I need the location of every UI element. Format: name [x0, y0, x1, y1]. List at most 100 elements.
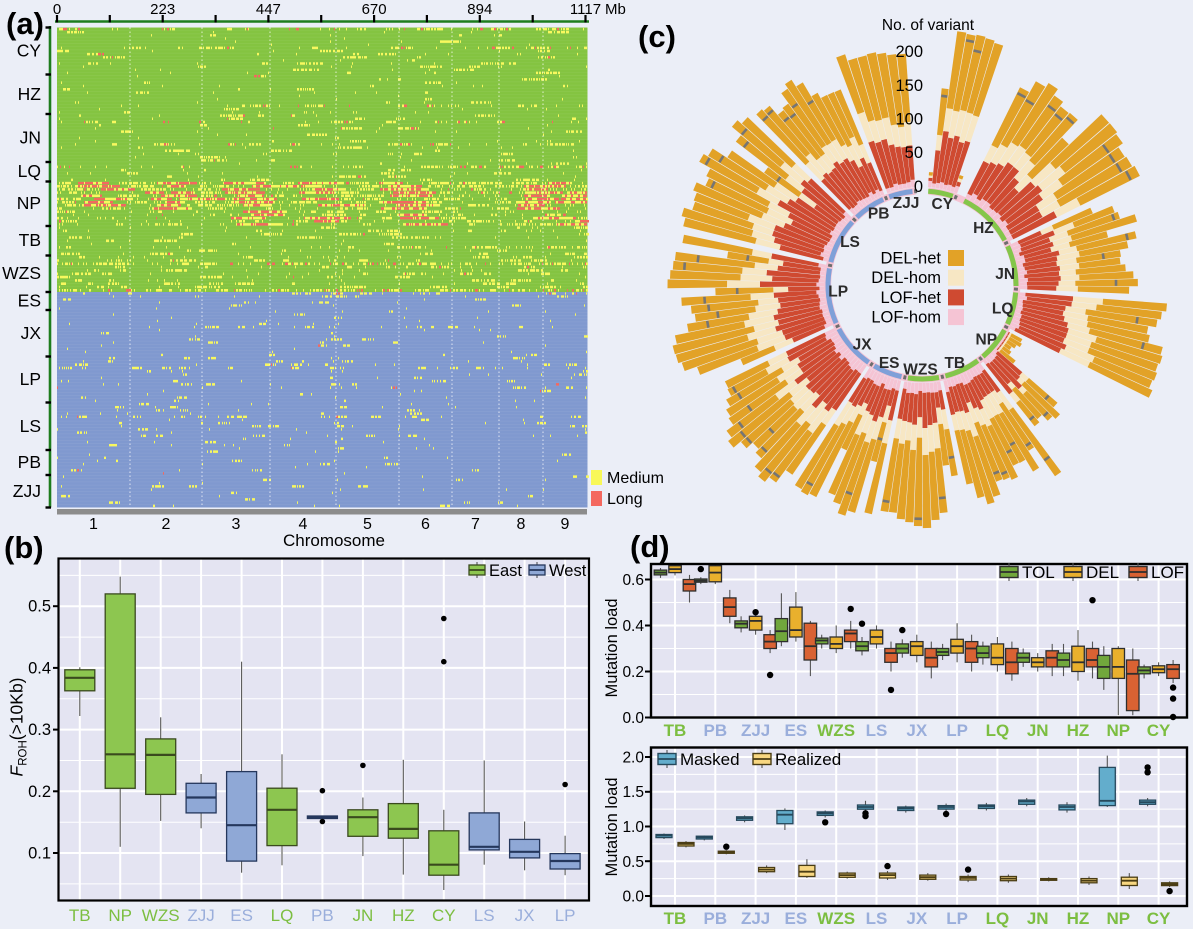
svg-text:CY: CY — [1147, 721, 1171, 740]
svg-text:1.0: 1.0 — [622, 819, 644, 836]
svg-text:FROH(>10Kb): FROH(>10Kb) — [7, 677, 30, 776]
svg-text:LQ: LQ — [18, 161, 41, 181]
svg-text:PB: PB — [311, 906, 334, 925]
svg-text:JX: JX — [853, 336, 873, 353]
svg-text:4: 4 — [299, 516, 308, 533]
svg-text:LS: LS — [474, 906, 495, 925]
svg-text:WZS: WZS — [2, 263, 41, 283]
svg-text:JN: JN — [1027, 721, 1049, 740]
svg-text:JN: JN — [995, 266, 1015, 283]
svg-text:JN: JN — [20, 128, 41, 148]
svg-text:LOF-het: LOF-het — [880, 289, 941, 307]
svg-text:0.2: 0.2 — [622, 664, 644, 681]
svg-text:670: 670 — [362, 1, 387, 18]
svg-text:Mb: Mb — [605, 1, 626, 18]
svg-text:200: 200 — [895, 43, 923, 61]
svg-text:ZJJ: ZJJ — [187, 906, 214, 925]
svg-text:1.5: 1.5 — [622, 784, 644, 801]
svg-text:JN: JN — [1027, 909, 1049, 928]
svg-text:ES: ES — [230, 906, 253, 925]
svg-text:ES: ES — [785, 721, 808, 740]
svg-text:HZ: HZ — [392, 906, 415, 925]
svg-text:LP: LP — [946, 909, 968, 928]
svg-text:ES: ES — [879, 355, 900, 372]
svg-text:East: East — [489, 562, 522, 580]
svg-text:TB: TB — [664, 721, 687, 740]
svg-text:TB: TB — [19, 230, 41, 250]
svg-text:Medium: Medium — [607, 470, 664, 487]
svg-text:0.5: 0.5 — [622, 854, 644, 871]
svg-text:0.4: 0.4 — [28, 659, 51, 677]
svg-text:WZS: WZS — [142, 906, 180, 925]
svg-text:50: 50 — [905, 144, 923, 162]
svg-text:ZJJ: ZJJ — [13, 481, 41, 501]
svg-text:CY: CY — [1147, 909, 1171, 928]
svg-text:JX: JX — [21, 323, 42, 343]
svg-text:(a): (a) — [6, 6, 44, 41]
svg-text:NP: NP — [976, 332, 998, 349]
svg-text:NP: NP — [108, 906, 132, 925]
svg-text:TB: TB — [944, 355, 965, 372]
svg-text:150: 150 — [895, 77, 923, 95]
svg-text:223: 223 — [150, 1, 175, 18]
svg-text:ZJJ: ZJJ — [741, 909, 770, 928]
svg-text:0.5: 0.5 — [28, 598, 51, 616]
svg-text:5: 5 — [363, 516, 372, 533]
svg-text:HZ: HZ — [18, 84, 42, 104]
svg-text:West: West — [549, 562, 587, 580]
svg-text:LP: LP — [828, 283, 848, 300]
svg-text:TB: TB — [664, 909, 687, 928]
svg-text:0: 0 — [914, 178, 923, 196]
svg-text:JX: JX — [906, 721, 927, 740]
svg-text:WZS: WZS — [817, 909, 855, 928]
svg-text:0: 0 — [53, 1, 61, 18]
svg-text:DEL: DEL — [1086, 563, 1119, 582]
svg-text:LQ: LQ — [986, 721, 1010, 740]
svg-text:LS: LS — [20, 416, 41, 436]
svg-text:894: 894 — [467, 1, 492, 18]
svg-text:8: 8 — [517, 516, 526, 533]
svg-text:7: 7 — [471, 516, 480, 533]
svg-text:LOF: LOF — [1151, 563, 1184, 582]
svg-text:0.1: 0.1 — [28, 845, 51, 863]
svg-text:DEL-het: DEL-het — [880, 250, 941, 268]
svg-text:0.0: 0.0 — [622, 889, 644, 906]
svg-text:HZ: HZ — [1067, 909, 1090, 928]
svg-text:CY: CY — [932, 196, 954, 213]
svg-text:0.4: 0.4 — [622, 618, 644, 635]
svg-text:TB: TB — [69, 906, 91, 925]
svg-text:ZJJ: ZJJ — [741, 721, 770, 740]
svg-text:ES: ES — [18, 291, 41, 311]
svg-text:LP: LP — [555, 906, 576, 925]
svg-text:LOF-hom: LOF-hom — [871, 309, 941, 327]
svg-text:1117: 1117 — [570, 1, 601, 18]
svg-text:9: 9 — [561, 516, 570, 533]
svg-text:Long: Long — [607, 491, 643, 508]
svg-text:2: 2 — [162, 516, 171, 533]
svg-text:LS: LS — [866, 721, 888, 740]
svg-text:HZ: HZ — [1067, 721, 1090, 740]
svg-text:LQ: LQ — [271, 906, 294, 925]
svg-text:CY: CY — [432, 906, 456, 925]
svg-text:HZ: HZ — [973, 220, 994, 237]
svg-text:Realized: Realized — [775, 750, 841, 769]
svg-text:NP: NP — [1106, 721, 1130, 740]
svg-text:(c): (c) — [638, 19, 676, 54]
svg-text:Mutation load: Mutation load — [603, 777, 621, 876]
svg-text:ES: ES — [785, 909, 808, 928]
svg-text:LS: LS — [866, 909, 888, 928]
svg-text:0.3: 0.3 — [28, 721, 51, 739]
svg-text:Mutation load: Mutation load — [603, 598, 621, 697]
svg-text:3: 3 — [232, 516, 241, 533]
svg-text:0.2: 0.2 — [28, 783, 51, 801]
svg-text:JN: JN — [353, 906, 374, 925]
svg-text:NP: NP — [1106, 909, 1130, 928]
svg-text:JX: JX — [515, 906, 535, 925]
svg-text:ZJJ: ZJJ — [893, 195, 920, 212]
svg-text:LQ: LQ — [986, 909, 1010, 928]
svg-text:(b): (b) — [4, 530, 44, 565]
svg-text:No. of variant: No. of variant — [882, 17, 975, 34]
svg-text:CY: CY — [17, 41, 42, 61]
svg-text:0.6: 0.6 — [622, 572, 644, 589]
svg-text:WZS: WZS — [903, 362, 937, 379]
